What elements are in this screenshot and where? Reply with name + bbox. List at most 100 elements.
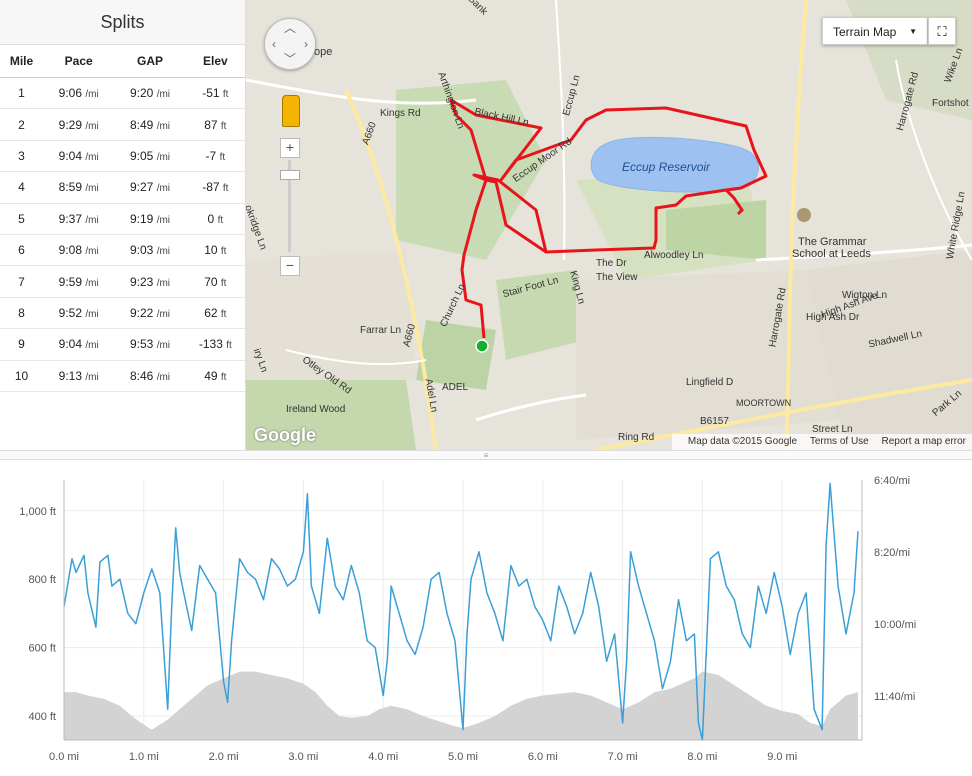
- split-elev: 0 ft: [185, 203, 245, 235]
- road-alwoodley: [755, 243, 972, 262]
- road-wike-ln: [895, 59, 972, 261]
- split-mile: 1: [0, 77, 43, 110]
- label-ireland-wood: Ireland Wood: [286, 404, 346, 415]
- resize-divider[interactable]: ≡: [0, 450, 972, 460]
- label-farrar-ln: Farrar Ln: [360, 325, 402, 336]
- splits-header-row: Mile Pace GAP Elev: [0, 45, 245, 78]
- split-mile: 10: [0, 360, 43, 392]
- split-gap: 8:49 /mi: [114, 108, 186, 141]
- split-gap: 9:53 /mi: [114, 328, 186, 361]
- y-right-tick-label: 8:20/mi: [874, 547, 910, 559]
- split-row: 10 9:13 /mi 8:46 /mi 49 ft: [0, 360, 245, 392]
- x-tick-label: 9.0 mi: [767, 751, 797, 763]
- split-mile: 8: [0, 297, 43, 330]
- google-logo: Google: [254, 425, 316, 445]
- y-left-tick-label: 400 ft: [28, 711, 56, 723]
- zoom-slider[interactable]: [288, 160, 291, 252]
- terms-of-use-link[interactable]: Terms of Use: [809, 436, 869, 447]
- split-gap: 9:20 /mi: [114, 77, 186, 110]
- column-header-elev[interactable]: Elev: [185, 45, 245, 78]
- split-pace: 9:37 /mi: [43, 203, 115, 235]
- road-harrogate: [784, 0, 808, 450]
- x-tick-label: 1.0 mi: [129, 751, 159, 763]
- split-elev: -87 ft: [185, 171, 245, 204]
- column-header-mile[interactable]: Mile: [0, 45, 43, 78]
- split-pace: 9:06 /mi: [43, 77, 115, 110]
- split-mile: 9: [0, 328, 43, 361]
- map-type-label: Terrain Map: [833, 25, 897, 39]
- split-gap: 9:19 /mi: [114, 203, 186, 235]
- map-type-dropdown[interactable]: Terrain Map ▼: [822, 17, 928, 45]
- woodland-area: [246, 380, 416, 450]
- zoom-in-button[interactable]: +: [280, 138, 300, 158]
- split-row: 4 8:59 /mi 9:27 /mi -87 ft: [0, 171, 245, 204]
- label-ring-rd: Ring Rd: [618, 432, 655, 443]
- splits-title: Splits: [0, 0, 245, 45]
- split-pace: 9:04 /mi: [43, 328, 115, 361]
- split-pace: 9:59 /mi: [43, 265, 115, 298]
- split-elev: 49 ft: [185, 360, 245, 392]
- woodland-area: [396, 80, 546, 260]
- split-mile: 3: [0, 140, 43, 173]
- label-wigton-ln: Wigton Ln: [842, 290, 888, 301]
- split-elev: 87 ft: [185, 108, 245, 141]
- split-pace: 9:08 /mi: [43, 234, 115, 267]
- label-lingfield: Lingfield D: [686, 377, 734, 388]
- pan-up-icon[interactable]: ︿: [284, 21, 297, 35]
- y-left-tick-label: 1,000 ft: [19, 506, 56, 518]
- map-canvas[interactable]: [246, 0, 972, 450]
- woodland-area: [416, 320, 496, 390]
- label-kings-rd: Kings Rd: [380, 108, 421, 119]
- road-eccup-ln: [555, 0, 566, 261]
- split-pace: 9:29 /mi: [43, 108, 115, 141]
- label-hope: ope: [314, 46, 333, 58]
- split-mile: 7: [0, 265, 43, 298]
- road-otley-old-rd: [285, 349, 427, 366]
- y-right-tick-label: 6:40/mi: [874, 475, 910, 487]
- route-path: [449, 98, 768, 339]
- x-tick-label: 0.0 mi: [49, 751, 79, 763]
- split-mile: 6: [0, 234, 43, 267]
- label-grammar-school-2: School at Leeds: [792, 248, 871, 260]
- split-gap: 9:27 /mi: [114, 171, 186, 204]
- pan-down-icon[interactable]: ﹀: [284, 52, 297, 66]
- drag-handle-icon[interactable]: ≡: [483, 451, 489, 460]
- split-row: 6 9:08 /mi 9:03 /mi 10 ft: [0, 234, 245, 267]
- split-mile: 5: [0, 203, 43, 235]
- elevation-area: [64, 671, 859, 740]
- split-row: 1 9:06 /mi 9:20 /mi -51 ft: [0, 77, 245, 110]
- split-elev: -133 ft: [185, 328, 245, 361]
- pan-control[interactable]: ︿ ﹀ ‹ ›: [264, 18, 316, 70]
- label-moortown: MOORTOWN: [736, 398, 792, 408]
- pan-left-icon[interactable]: ‹: [272, 37, 276, 51]
- street-view-pegman-icon[interactable]: [282, 95, 300, 127]
- woodland-area: [666, 200, 766, 260]
- split-gap: 9:05 /mi: [114, 140, 186, 173]
- y-right-tick-label: 10:00/mi: [874, 619, 916, 631]
- split-gap: 9:22 /mi: [114, 297, 186, 330]
- y-left-tick-label: 800 ft: [28, 574, 56, 586]
- fullscreen-button[interactable]: ⛶: [928, 17, 956, 45]
- route-map[interactable]: Eccup Reservoir Kings Rd A660 Arthington…: [246, 0, 972, 450]
- split-pace: 8:59 /mi: [43, 171, 115, 204]
- column-header-gap[interactable]: GAP: [114, 45, 186, 78]
- woodland-area: [496, 270, 586, 360]
- report-map-error-link[interactable]: Report a map error: [881, 436, 966, 447]
- label-grammar-school-1: The Grammar: [798, 236, 867, 248]
- label-street-ln: Street Ln: [812, 424, 853, 435]
- road-ring-rd: [595, 378, 972, 450]
- zoom-slider-thumb[interactable]: [280, 170, 300, 180]
- label-b6157: B6157: [700, 416, 729, 427]
- x-tick-label: 7.0 mi: [608, 751, 638, 763]
- start-marker: [475, 339, 489, 353]
- x-tick-label: 5.0 mi: [448, 751, 478, 763]
- split-gap: 9:03 /mi: [114, 234, 186, 267]
- label-adel: ADEL: [442, 382, 469, 393]
- x-tick-label: 4.0 mi: [368, 751, 398, 763]
- split-elev: 70 ft: [185, 265, 245, 298]
- pan-right-icon[interactable]: ›: [304, 37, 308, 51]
- elevation-pace-chart[interactable]: 0.0 mi 1.0 mi 2.0 mi 3.0 mi 4.0 mi 5.0 mi 6.0 …: [0, 460, 972, 776]
- split-mile: 2: [0, 108, 43, 141]
- zoom-out-button[interactable]: −: [280, 256, 300, 276]
- column-header-pace[interactable]: Pace: [43, 45, 115, 78]
